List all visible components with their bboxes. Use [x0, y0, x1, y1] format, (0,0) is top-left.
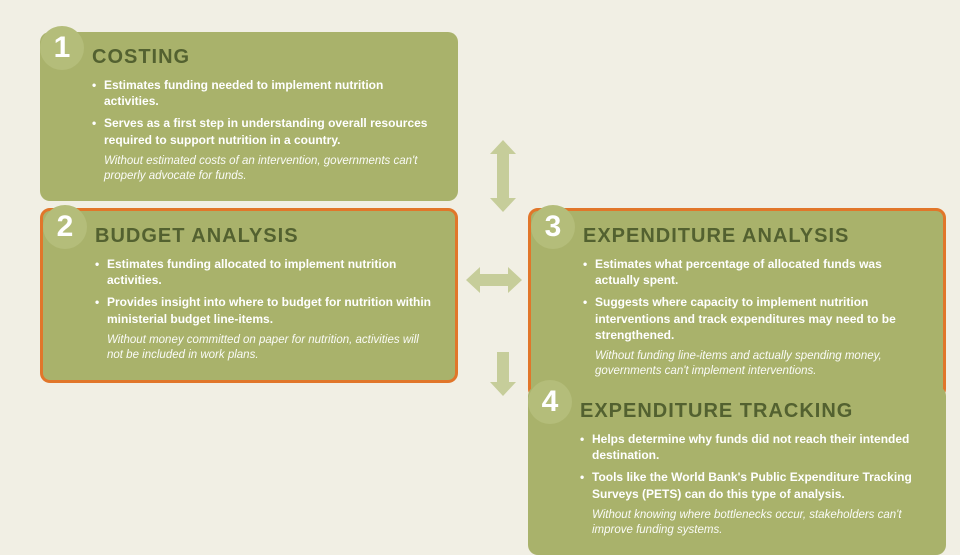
- number-badge: 4: [528, 380, 572, 424]
- footnote: Without funding line-items and actually …: [583, 349, 921, 380]
- footnote: Without money committed on paper for nut…: [95, 333, 433, 364]
- bullet-list: Estimates what percentage of allocated f…: [583, 256, 921, 343]
- connector-arrow: [466, 265, 522, 295]
- number-badge: 1: [40, 26, 84, 70]
- card-title: EXPENDITURE ANALYSIS: [583, 225, 921, 248]
- bullet-item: Serves as a first step in understanding …: [92, 115, 436, 147]
- card-title: COSTING: [92, 46, 436, 69]
- card-budget-analysis: 2 BUDGET ANALYSIS Estimates funding alloca…: [40, 208, 458, 383]
- bullet-list: Estimates funding allocated to implement…: [95, 256, 433, 327]
- bullet-item: Helps determine why funds did not reach …: [580, 431, 924, 463]
- bullet-list: Helps determine why funds did not reach …: [580, 431, 924, 502]
- bullet-item: Tools like the World Bank's Public Expen…: [580, 469, 924, 501]
- card-expenditure-analysis: 3 EXPENDITURE ANALYSIS Estimates what perc…: [528, 208, 946, 399]
- card-title: BUDGET ANALYSIS: [95, 225, 433, 248]
- bullet-item: Estimates funding allocated to implement…: [95, 256, 433, 288]
- connector-arrow: [488, 352, 518, 396]
- bullet-item: Estimates what percentage of allocated f…: [583, 256, 921, 288]
- card-costing: 1COSTINGEstimates funding needed to impl…: [40, 32, 458, 201]
- footnote: Without knowing where bottlenecks occur,…: [580, 508, 924, 539]
- bullet-item: Estimates funding needed to implement nu…: [92, 77, 436, 109]
- card-expenditure-tracking: 4EXPENDITURE TRACKINGHelps determine why…: [528, 386, 946, 555]
- number-badge: 2: [43, 205, 87, 249]
- connector-arrow: [488, 140, 518, 212]
- bullet-item: Provides insight into where to budget fo…: [95, 294, 433, 326]
- footnote: Without estimated costs of an interventi…: [92, 154, 436, 185]
- number-badge: 3: [531, 205, 575, 249]
- bullet-list: Estimates funding needed to implement nu…: [92, 77, 436, 148]
- card-title: EXPENDITURE TRACKING: [580, 400, 924, 423]
- bullet-item: Suggests where capacity to implement nut…: [583, 294, 921, 343]
